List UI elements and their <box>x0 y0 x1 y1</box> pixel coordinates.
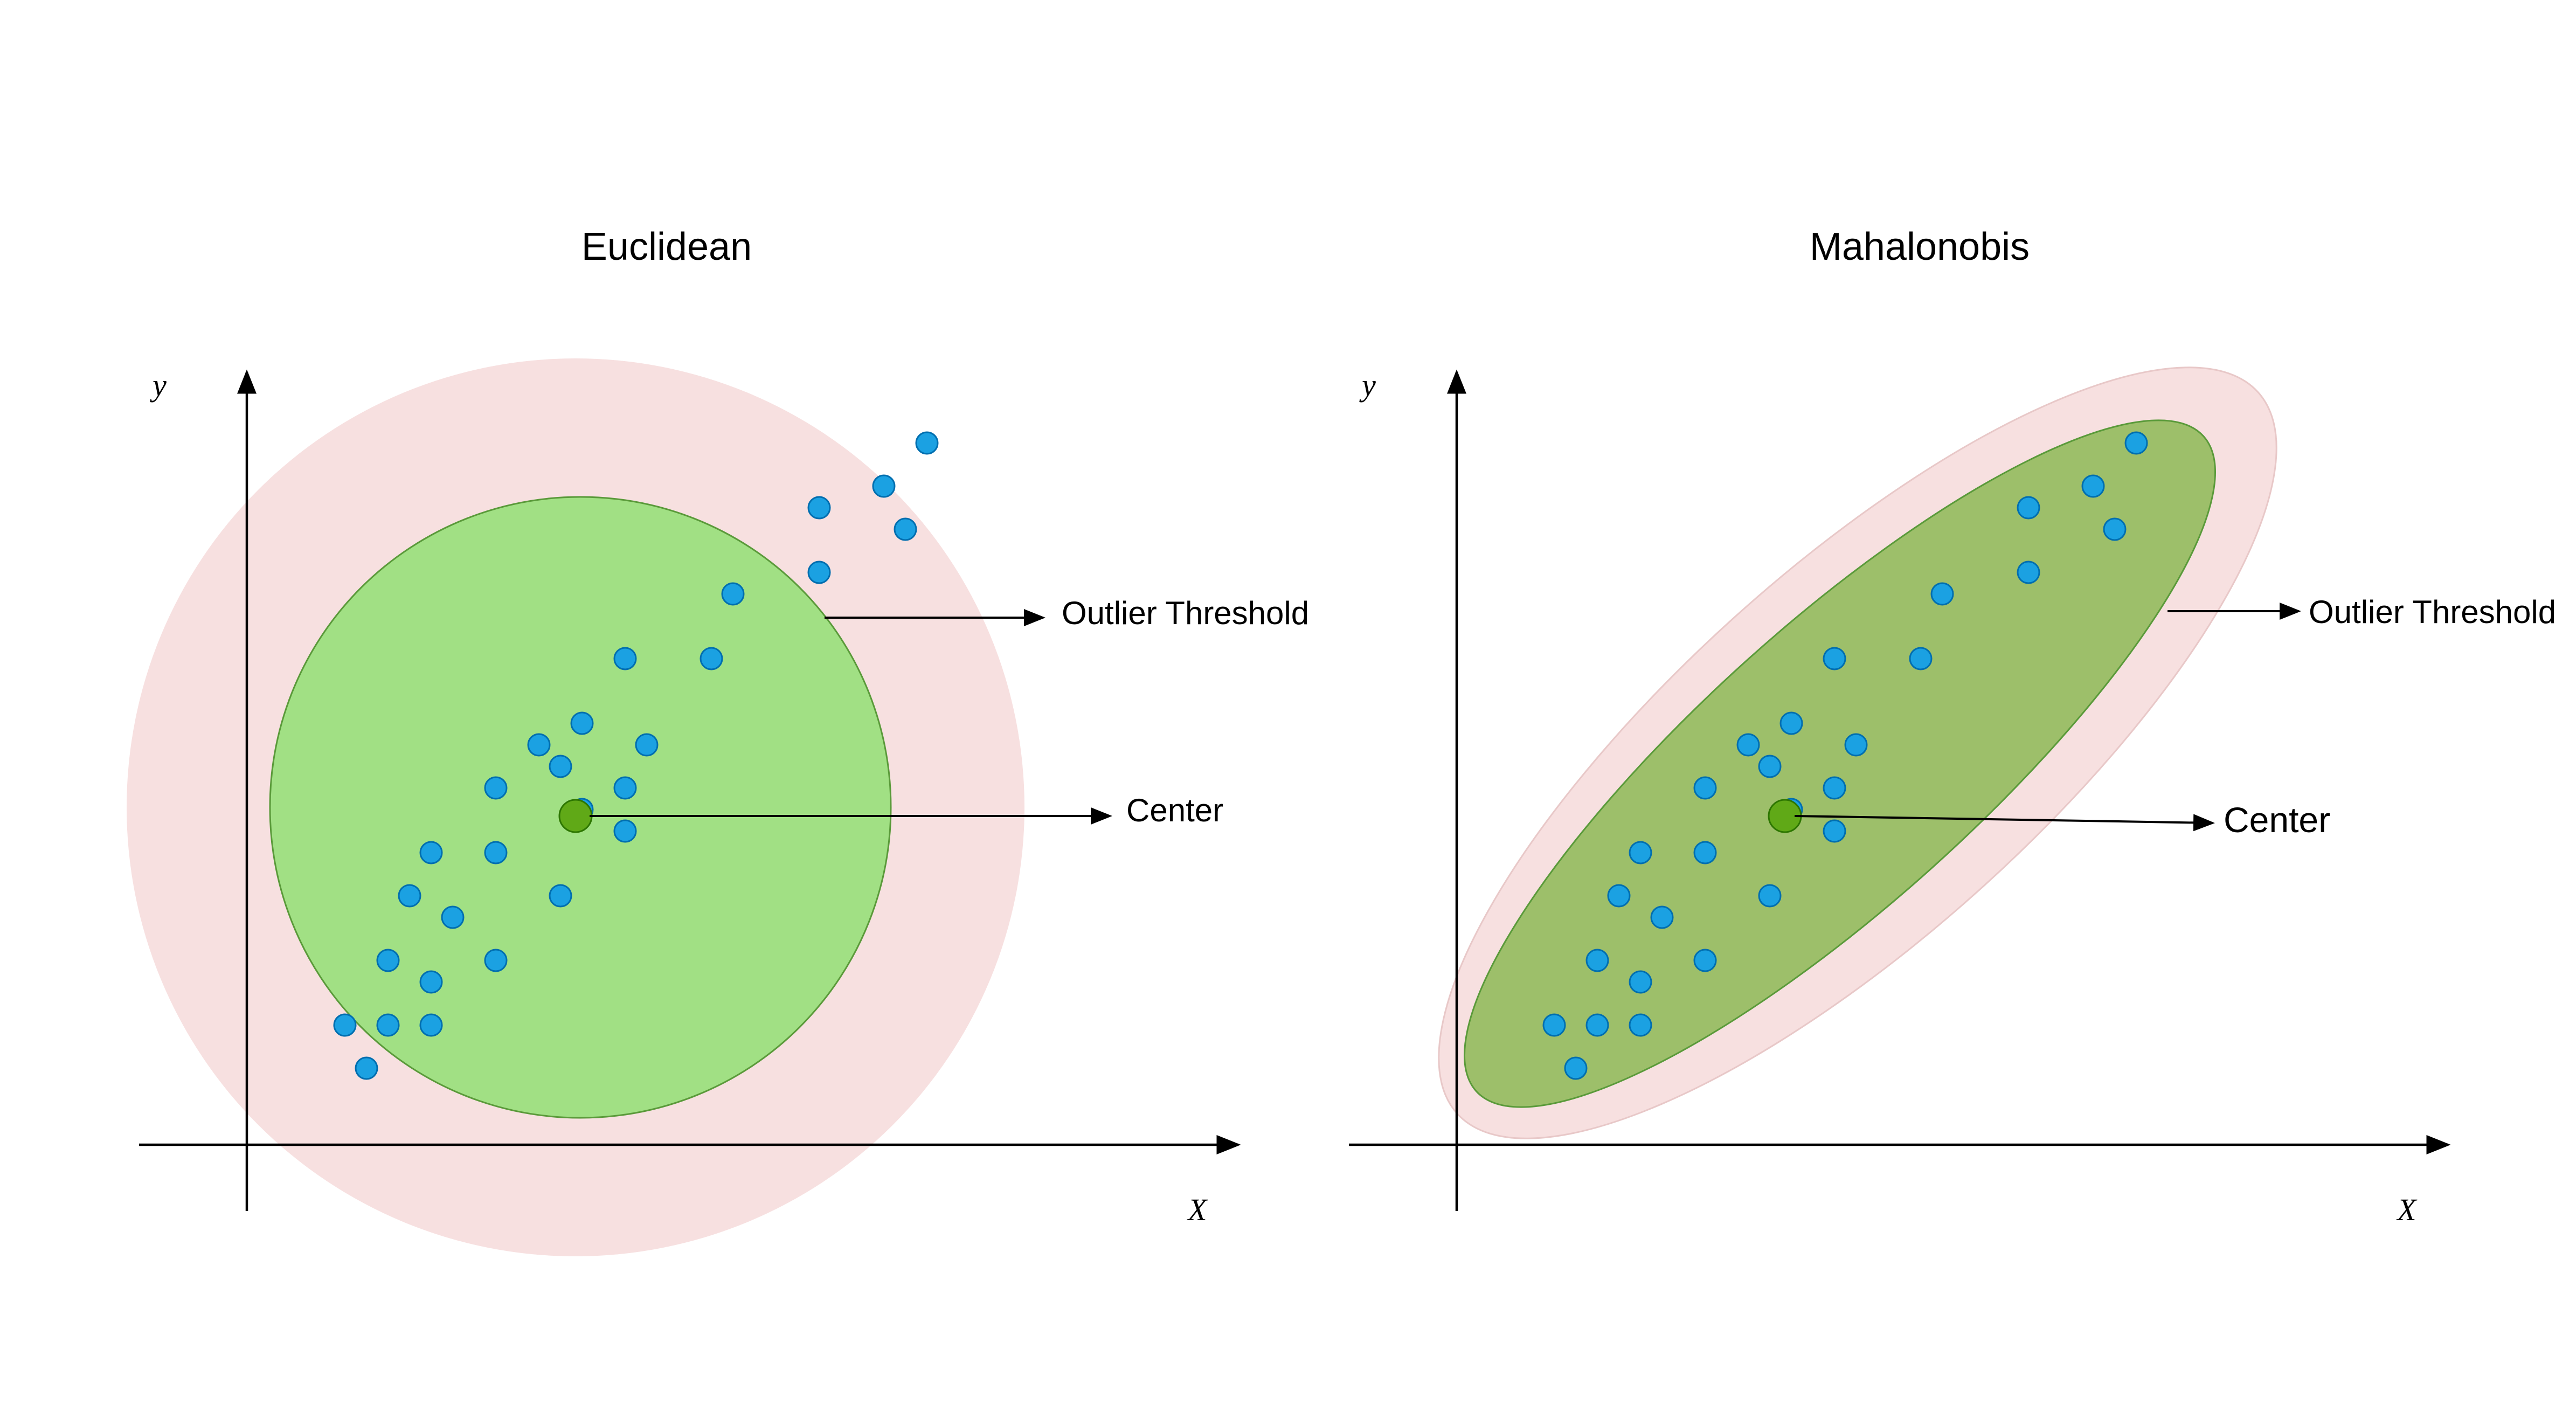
euclidean-data-point <box>527 733 551 757</box>
mahalanobis-data-point <box>1585 1013 1609 1037</box>
euclidean-center-label: Center <box>1126 792 1223 828</box>
euclidean-data-point <box>484 776 508 800</box>
mahalanobis-data-point <box>1823 819 1846 843</box>
mahalanobis-x-axis-label: X <box>2396 1192 2418 1227</box>
euclidean-data-points <box>333 431 939 1080</box>
mahalanobis-data-point <box>1629 1013 1652 1037</box>
euclidean-center-point <box>558 799 593 833</box>
euclidean-data-point <box>484 949 508 972</box>
euclidean-data-point <box>613 819 637 843</box>
euclidean-data-point <box>376 1013 400 1037</box>
mahalanobis-data-point <box>1629 841 1652 864</box>
mahalanobis-data-point <box>1650 905 1674 929</box>
euclidean-data-point <box>376 949 400 972</box>
euclidean-data-point <box>807 496 831 520</box>
euclidean-x-axis-label: X <box>1187 1192 1208 1227</box>
mahalanobis-data-point <box>1542 1013 1566 1037</box>
mahalanobis-panel: Mahalonobis y X Outlier Threshold Center <box>1349 225 2556 1227</box>
mahalanobis-title: Mahalonobis <box>1810 225 2030 268</box>
mahalanobis-data-point <box>1758 884 1782 908</box>
euclidean-data-point <box>549 755 572 778</box>
euclidean-data-point <box>549 884 572 908</box>
euclidean-y-axis-label: y <box>150 368 167 403</box>
mahalanobis-data-point <box>1564 1056 1588 1080</box>
euclidean-data-point <box>355 1056 378 1080</box>
euclidean-data-point <box>700 647 723 670</box>
euclidean-data-point <box>721 582 745 606</box>
mahalanobis-data-point <box>2017 496 2040 520</box>
euclidean-data-point <box>635 733 659 757</box>
mahalanobis-data-point <box>2081 474 2105 498</box>
mahalanobis-data-points <box>1542 431 2148 1080</box>
mahalanobis-data-point <box>1693 949 1717 972</box>
mahalanobis-data-point <box>1607 884 1631 908</box>
mahalanobis-data-point <box>1823 776 1846 800</box>
mahalanobis-data-point <box>1844 733 1868 757</box>
mahalanobis-center-label: Center <box>2224 800 2330 840</box>
euclidean-data-point <box>419 841 443 864</box>
mahalanobis-inner-region <box>1463 419 2217 1108</box>
euclidean-data-point <box>419 1013 443 1037</box>
mahalanobis-data-point <box>1823 647 1846 670</box>
euclidean-data-point <box>613 647 637 670</box>
euclidean-panel: Euclidean y X Outlier Threshold Center <box>127 225 1309 1256</box>
mahalanobis-data-point <box>2103 517 2127 541</box>
euclidean-data-point <box>441 905 465 929</box>
euclidean-data-point <box>333 1013 357 1037</box>
mahalanobis-data-point <box>1693 841 1717 864</box>
euclidean-data-point <box>419 970 443 994</box>
euclidean-data-point <box>915 431 939 455</box>
mahalanobis-data-point <box>1585 949 1609 972</box>
euclidean-data-point <box>484 841 508 864</box>
mahalanobis-center-arrow <box>1794 814 2215 832</box>
euclidean-outlier-label: Outlier Threshold <box>1062 595 1309 631</box>
mahalanobis-data-point <box>1693 776 1717 800</box>
euclidean-data-point <box>872 474 896 498</box>
euclidean-title: Euclidean <box>581 225 752 268</box>
mahalanobis-data-point <box>2124 431 2148 455</box>
mahalanobis-data-point <box>1629 970 1652 994</box>
mahalanobis-data-point <box>1909 647 1933 670</box>
mahalanobis-data-point <box>1779 711 1803 735</box>
mahalanobis-data-point <box>1736 733 1760 757</box>
mahalanobis-data-point <box>2017 561 2040 584</box>
mahalanobis-outlier-label: Outlier Threshold <box>2309 594 2556 630</box>
mahalanobis-y-axis-label: y <box>1359 368 1376 403</box>
euclidean-data-point <box>894 517 917 541</box>
euclidean-data-point <box>807 561 831 584</box>
euclidean-data-point <box>570 711 594 735</box>
mahalanobis-data-point <box>1930 582 1954 606</box>
euclidean-data-point <box>398 884 421 908</box>
euclidean-data-point <box>613 776 637 800</box>
mahalanobis-data-point <box>1758 755 1782 778</box>
